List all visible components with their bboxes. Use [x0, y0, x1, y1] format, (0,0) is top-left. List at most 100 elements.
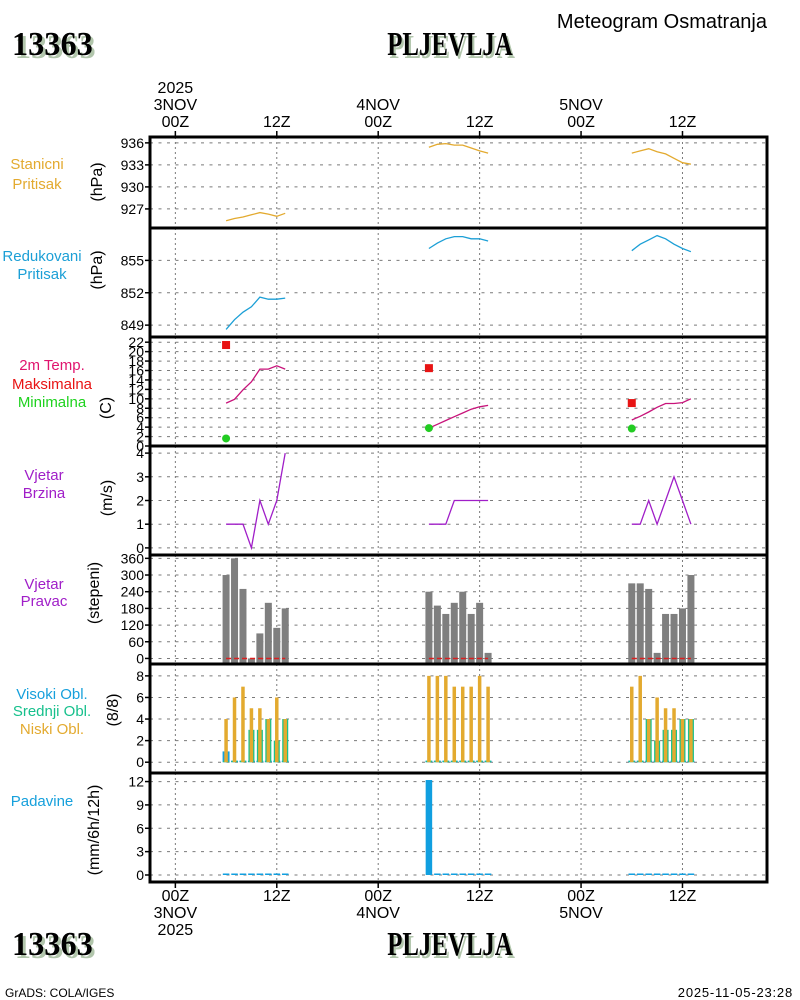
y-axis-unit-label: (stepeni) [86, 562, 103, 624]
niski-obl-bar [486, 686, 490, 763]
panel-title-line: Minimalna [18, 394, 87, 411]
y-tick-label: 936 [121, 135, 145, 151]
station-id: 13363 [12, 26, 93, 63]
niski-obl-bar [283, 719, 287, 763]
padavine-bar [281, 873, 289, 875]
niski-obl-bar [460, 686, 465, 763]
y-tick-label: 849 [121, 317, 145, 333]
software-credit: GrADS: COLA/IGES [5, 986, 115, 1000]
padavine-bar [256, 873, 264, 875]
vjetar-pravac-bar [628, 583, 636, 664]
y-axis-unit-label: (mm/6h/12h) [86, 785, 103, 876]
padavine-bar [476, 873, 483, 875]
y-tick-label: 0 [136, 650, 144, 666]
redukovani-pritisak-line [631, 234, 692, 253]
padavine-bar [265, 873, 272, 875]
y-tick-label: 0 [136, 867, 144, 883]
y-tick-label: 20 [128, 344, 144, 360]
vjetar-pravac-bar [281, 608, 289, 664]
y-tick-label: 8 [136, 668, 144, 684]
y-tick-label: 240 [121, 584, 145, 600]
padavine-bar [636, 873, 644, 875]
stanicni-pritisak-line [631, 148, 692, 165]
y-axis-unit-label: (hPa) [89, 162, 106, 201]
top-time-label: 12Z [263, 114, 291, 131]
panel-title-line: Vjetar [24, 467, 63, 484]
padavine-bar [425, 780, 433, 875]
y-tick-label: 2 [136, 493, 144, 509]
y-axis-unit-label: (m/s) [99, 480, 116, 516]
panel-frame-temperatura [148, 335, 769, 448]
y-tick-label: 0 [136, 540, 144, 556]
niski-obl-bar [646, 719, 651, 763]
2m-temp-line [631, 398, 692, 421]
bottom-time-label: 12Z [263, 888, 291, 905]
bottom-time-label: 12Z [466, 888, 494, 905]
footer-station-name: PLJEVLJA [387, 926, 513, 963]
panel-title-line: Brzina [23, 485, 66, 502]
stanicni-pritisak-line [225, 211, 286, 222]
bottom-time-label: 3NOV [154, 905, 198, 922]
plot-data [222, 142, 695, 875]
vjetar-pravac-bar [442, 613, 450, 664]
y-tick-label: 1 [136, 516, 144, 532]
stanicni-pritisak-line [428, 142, 489, 154]
niski-obl-bar [266, 719, 271, 763]
niski-obl-bar [452, 686, 457, 763]
vjetar-pravac-bar [678, 608, 686, 664]
niski-obl-bar [655, 697, 659, 763]
vjetar-pravac-bar [231, 558, 239, 664]
vjetar-pravac-bar [273, 627, 281, 664]
vjetar-pravac-bar [256, 633, 264, 664]
vjetar-pravac-bar [645, 588, 653, 664]
y-tick-label: 3 [136, 844, 144, 860]
grid-lines [150, 137, 767, 882]
y-tick-label: 2 [136, 429, 144, 445]
panel-title-line: Redukovani [2, 248, 81, 265]
top-time-label: 00Z [364, 114, 392, 131]
bottom-time-label: 00Z [162, 888, 190, 905]
y-tick-label: 12 [128, 381, 144, 397]
top-time-label: 4NOV [356, 97, 400, 114]
panel-title-line: Pritisak [12, 176, 62, 193]
vjetar-brzina-line [226, 452, 286, 551]
vjetar-pravac-bar [467, 613, 475, 664]
y-tick-label: 16 [128, 363, 144, 379]
panel-title-line: 2m Temp. [19, 357, 85, 374]
niski-obl-bar [258, 708, 262, 763]
padavine-bar [484, 873, 492, 875]
y-tick-label: 4 [136, 711, 144, 727]
panel-title-line: Padavine [11, 793, 74, 810]
generated-timestamp: 2025-11-05-23:28 [677, 985, 793, 1000]
station-name: PLJEVLJA [387, 26, 513, 63]
top-time-label: 3NOV [154, 97, 198, 114]
top-time-label: 2025 [158, 80, 194, 97]
y-tick-label: 12 [128, 774, 144, 790]
panel-title-line: Visoki Obl. [16, 686, 87, 703]
padavine-bar [273, 873, 281, 875]
vjetar-pravac-bar [239, 588, 247, 664]
y-tick-label: 6 [136, 410, 144, 426]
redukovani-pritisak-line [225, 296, 286, 330]
minimalna-marker [627, 424, 636, 433]
y-tick-label: 927 [121, 201, 145, 217]
y-tick-label: 360 [121, 550, 145, 566]
padavine-bar [434, 873, 441, 875]
panel-frame-padavine [148, 771, 769, 884]
niski-obl-bar [232, 697, 237, 763]
footer-station-id: 13363 [12, 926, 93, 963]
panel-title-line: Maksimalna [12, 376, 93, 393]
vjetar-pravac-bar [687, 575, 695, 664]
y-tick-label: 8 [136, 400, 144, 416]
top-time-label: 12Z [466, 114, 494, 131]
niski-obl-bar [638, 675, 642, 763]
y-tick-label: 6 [136, 689, 144, 705]
vjetar-pravac-bar [433, 605, 441, 664]
y-axis-unit-label: (C) [98, 397, 115, 419]
vjetar-brzina-line [631, 474, 692, 527]
bottom-time-label: 00Z [567, 888, 595, 905]
minimalna-marker [222, 434, 231, 443]
bottom-time-label: 00Z [364, 888, 392, 905]
